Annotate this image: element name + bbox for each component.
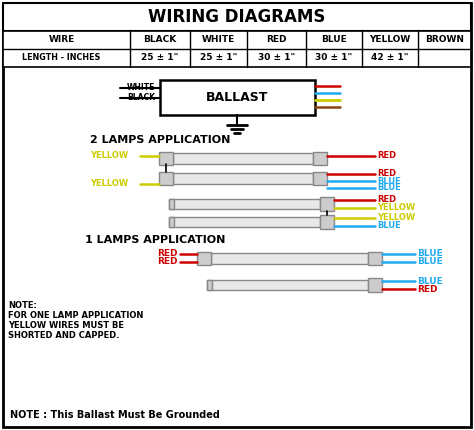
Text: WHITE: WHITE [202, 36, 235, 44]
Text: 2 LAMPS APPLICATION: 2 LAMPS APPLICATION [90, 135, 230, 145]
Text: BLUE: BLUE [417, 276, 443, 286]
Text: YELLOW: YELLOW [369, 36, 410, 44]
Bar [159, 172, 173, 184]
Bar [198, 252, 211, 264]
Bar [368, 252, 383, 264]
Bar [208, 280, 368, 290]
Bar [170, 217, 174, 227]
Text: BROWN: BROWN [425, 36, 464, 44]
Text: SHORTED AND CAPPED.: SHORTED AND CAPPED. [8, 331, 119, 340]
Text: BLUE: BLUE [417, 249, 443, 258]
Bar [173, 172, 313, 184]
Text: YELLOW: YELLOW [377, 203, 415, 212]
Text: YELLOW WIRES MUST BE: YELLOW WIRES MUST BE [8, 320, 124, 329]
Text: BALLAST: BALLAST [206, 91, 269, 104]
Text: 1 LAMPS APPLICATION: 1 LAMPS APPLICATION [85, 235, 225, 245]
Bar [170, 199, 320, 209]
Text: WIRING DIAGRAMS: WIRING DIAGRAMS [148, 8, 326, 26]
Text: LENGTH - INCHES: LENGTH - INCHES [22, 53, 100, 62]
Text: YELLOW: YELLOW [90, 179, 128, 188]
Bar [211, 252, 368, 264]
Bar [313, 172, 327, 184]
Text: BLACK: BLACK [127, 93, 155, 102]
Bar [320, 215, 335, 229]
Text: FOR ONE LAMP APPLICATION: FOR ONE LAMP APPLICATION [8, 310, 143, 319]
Bar [320, 197, 335, 211]
Text: RED: RED [377, 196, 396, 205]
Text: 42 ± 1": 42 ± 1" [371, 53, 409, 62]
Bar [3, 31, 471, 67]
Bar [170, 217, 320, 227]
Text: RED: RED [377, 169, 396, 178]
Text: RED: RED [417, 285, 438, 294]
Text: RED: RED [266, 36, 287, 44]
Text: BLUE: BLUE [377, 176, 401, 185]
Text: RED: RED [157, 258, 178, 267]
Text: 30 ± 1": 30 ± 1" [258, 53, 295, 62]
Text: BLUE: BLUE [377, 184, 401, 193]
Bar [368, 278, 383, 292]
Text: WHITE: WHITE [127, 83, 155, 92]
Bar [173, 153, 313, 163]
Text: BLUE: BLUE [321, 36, 347, 44]
Text: YELLOW: YELLOW [377, 214, 415, 222]
Text: 25 ± 1": 25 ± 1" [200, 53, 237, 62]
Bar [313, 151, 327, 165]
Text: YELLOW: YELLOW [90, 151, 128, 160]
Text: BLACK: BLACK [143, 36, 177, 44]
Bar [160, 80, 315, 115]
Text: RED: RED [157, 249, 178, 258]
Text: WIRE: WIRE [48, 36, 74, 44]
Text: 30 ± 1": 30 ± 1" [315, 53, 353, 62]
Bar [170, 199, 174, 209]
Text: RED: RED [377, 151, 396, 160]
Text: NOTE : This Ballast Must Be Grounded: NOTE : This Ballast Must Be Grounded [10, 410, 220, 420]
Bar [3, 3, 471, 31]
Text: BLUE: BLUE [417, 258, 443, 267]
Text: NOTE:: NOTE: [8, 301, 37, 310]
Bar [159, 151, 173, 165]
Text: 25 ± 1": 25 ± 1" [141, 53, 179, 62]
Text: BLUE: BLUE [377, 221, 401, 230]
Bar [208, 280, 212, 290]
